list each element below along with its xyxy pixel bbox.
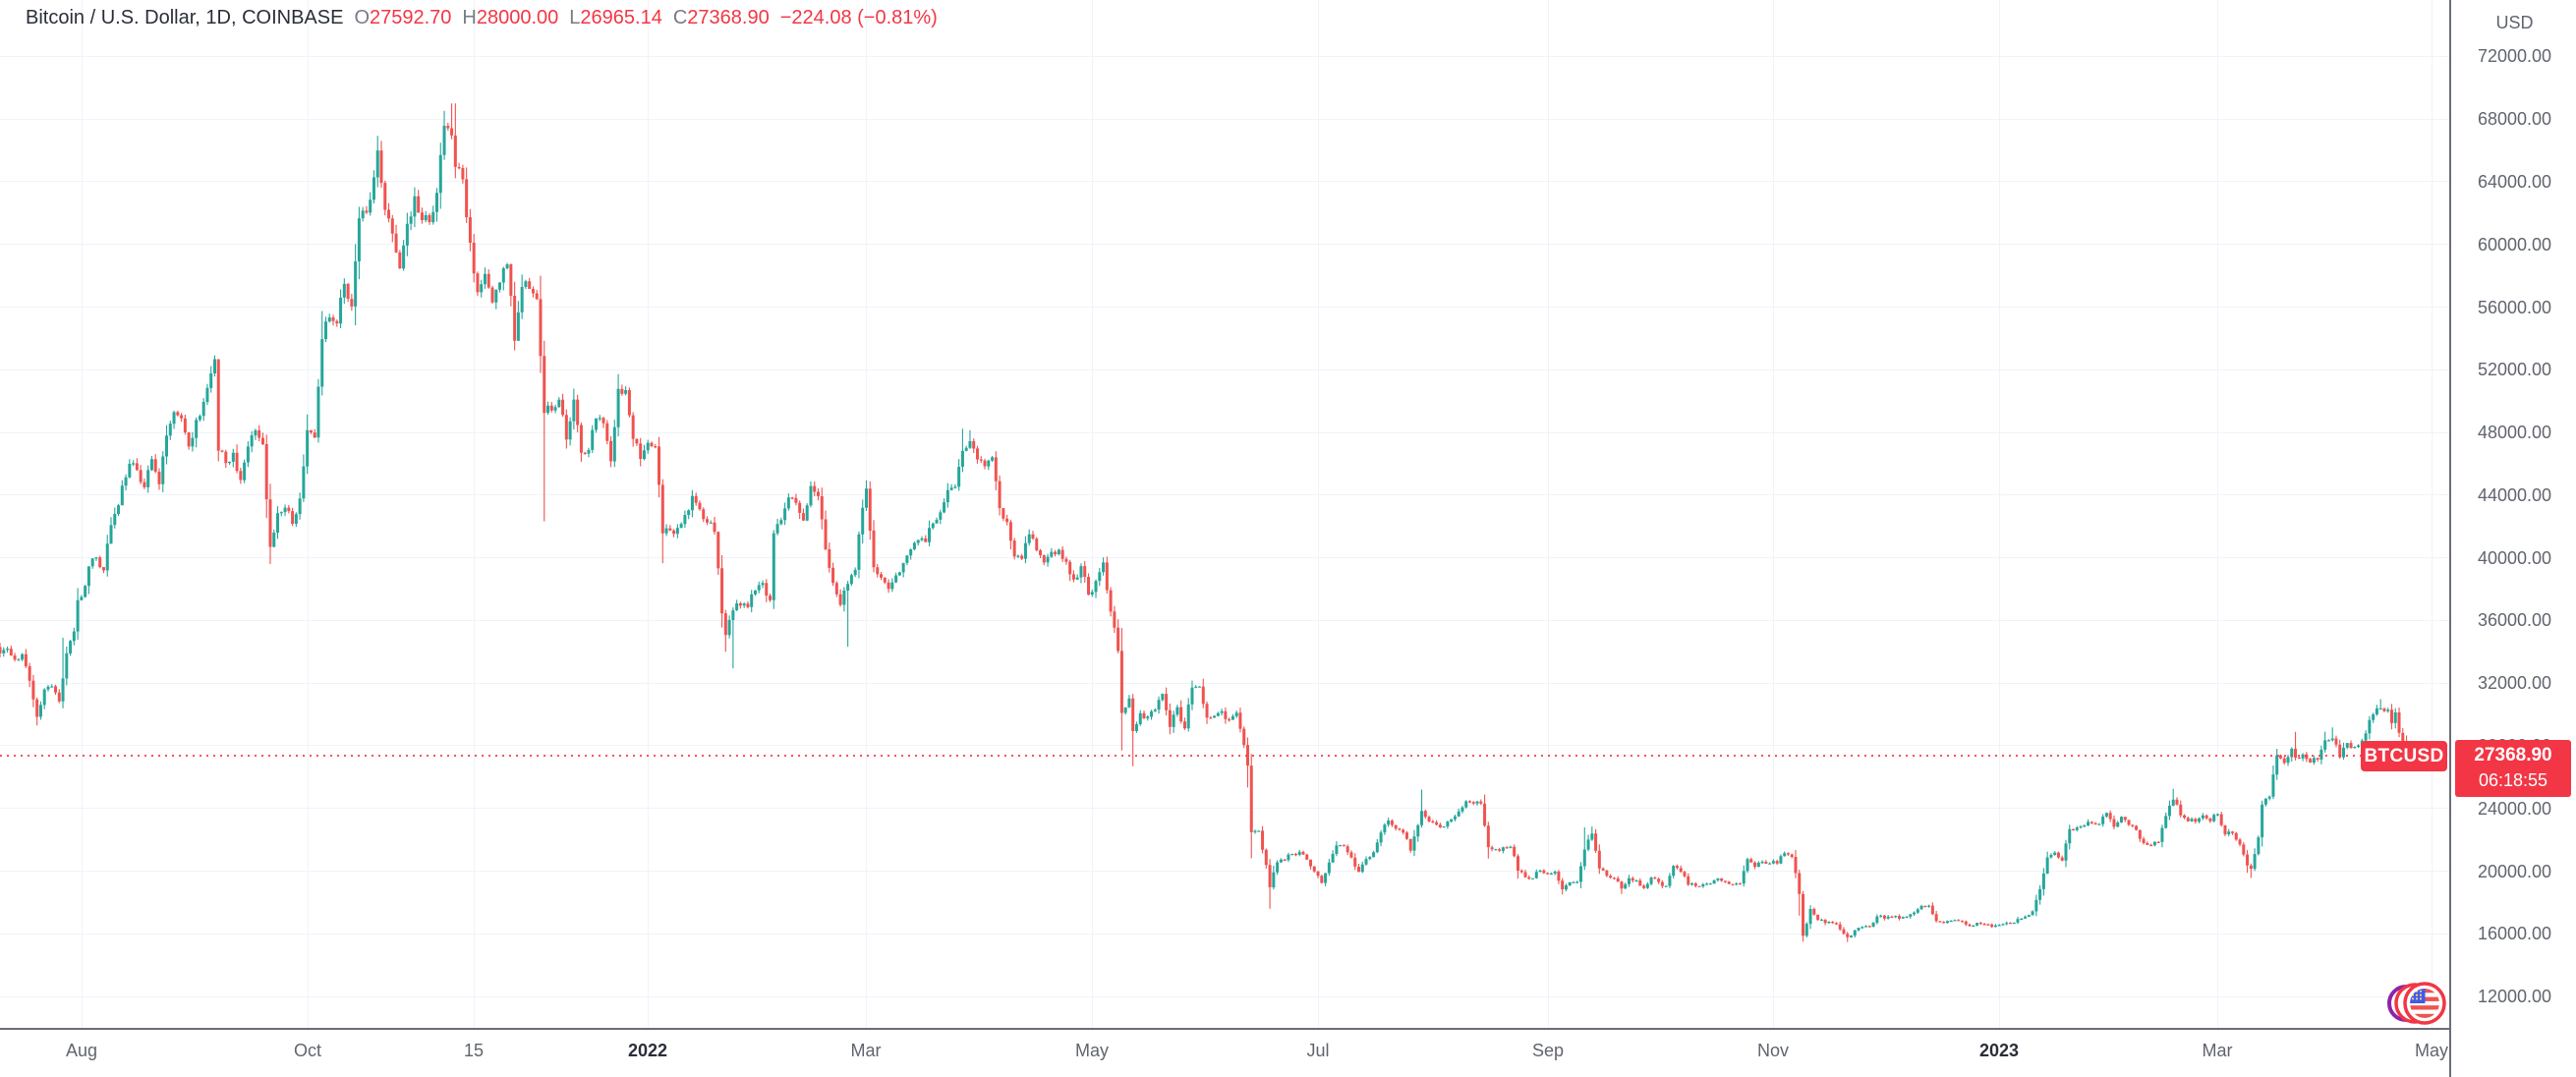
price-tick: 68000.00	[2477, 109, 2552, 130]
time-tick: Nov	[1756, 1041, 1790, 1060]
price-scale-currency: USD	[2495, 13, 2534, 32]
ohlc-key: L	[569, 7, 581, 28]
time-tick: Aug	[65, 1041, 98, 1060]
h-gridline	[0, 368, 2449, 370]
h-gridline	[0, 933, 2449, 935]
v-gridline	[1318, 0, 1319, 1028]
time-tick: 2023	[1978, 1041, 2020, 1060]
h-gridline	[0, 307, 2449, 309]
time-tick: 15	[463, 1041, 485, 1060]
down-candles	[0, 103, 2420, 942]
h-gridline	[0, 745, 2449, 747]
price-tick: 48000.00	[2477, 423, 2552, 443]
chart-plot-area[interactable]: BTCUSD	[0, 0, 2449, 1028]
v-gridline	[308, 0, 309, 1028]
v-gridline	[474, 0, 475, 1028]
v-gridline	[2432, 0, 2433, 1028]
price-tick: 36000.00	[2477, 610, 2552, 631]
time-tick: Sep	[1531, 1041, 1565, 1060]
ohlc-value: 27368.90	[687, 7, 770, 28]
h-gridline	[0, 118, 2449, 120]
bar-close-countdown: 06:18:55	[2478, 770, 2548, 791]
price-tick: 40000.00	[2477, 547, 2552, 568]
time-scale[interactable]: Aug Oct 15 2022 Mar May Jul Sep Nov 2023 Mar May	[0, 1028, 2576, 1077]
time-tick: 2022	[627, 1041, 668, 1060]
symbol-legend: Bitcoin / U.S. Dollar, 1D, COINBASE O2759…	[26, 7, 938, 29]
price-tick: 16000.00	[2477, 924, 2552, 944]
candlestick-series	[0, 103, 2420, 942]
price-tick: 52000.00	[2477, 360, 2552, 380]
h-gridline	[0, 557, 2449, 559]
pair-logo-icon[interactable]	[2382, 981, 2449, 1028]
price-tick: 20000.00	[2477, 861, 2552, 881]
h-gridline	[0, 244, 2449, 246]
current-price-line	[0, 755, 2361, 758]
v-gridline	[1773, 0, 1774, 1028]
current-price-value: 27368.90	[2474, 745, 2552, 766]
ohlc-key: C	[672, 7, 688, 28]
v-gridline	[1999, 0, 2000, 1028]
h-gridline	[0, 871, 2449, 873]
h-gridline	[0, 682, 2449, 684]
time-tick: Mar	[850, 1041, 882, 1060]
h-gridline	[0, 181, 2449, 183]
time-tick: Jul	[1306, 1041, 1330, 1060]
time-tick: May	[1074, 1041, 1110, 1060]
v-gridline	[866, 0, 867, 1028]
price-tick: 32000.00	[2477, 673, 2552, 694]
price-tick: 12000.00	[2477, 987, 2552, 1007]
time-tick: May	[2414, 1041, 2449, 1060]
change-value: −224.08 (−0.81%)	[779, 7, 938, 28]
h-gridline	[0, 55, 2449, 57]
price-tick: 72000.00	[2477, 46, 2552, 67]
logo-usd-flag-coin	[2403, 982, 2446, 1025]
price-tick: 44000.00	[2477, 484, 2552, 505]
time-tick: Oct	[293, 1041, 322, 1060]
ohlc-value: 27592.70	[370, 7, 452, 28]
h-gridline	[0, 995, 2449, 997]
price-scale[interactable]: USD 72000.00 68000.00 64000.00 60000.00 5600…	[2449, 0, 2576, 1077]
current-price-label: 27368.90 06:18:55	[2455, 740, 2571, 798]
h-gridline	[0, 494, 2449, 496]
price-tick: 64000.00	[2477, 171, 2552, 192]
ohlc-key: H	[462, 7, 477, 28]
v-gridline	[1092, 0, 1093, 1028]
price-tick: 60000.00	[2477, 234, 2552, 255]
h-gridline	[0, 619, 2449, 621]
ohlc-key: O	[354, 7, 370, 28]
price-tick: 56000.00	[2477, 297, 2552, 317]
v-gridline	[1548, 0, 1549, 1028]
ohlc-values: O27592.70 H28000.00 L26965.14 C27368.90	[343, 7, 769, 28]
up-candles	[2, 110, 2412, 938]
h-gridline	[0, 431, 2449, 433]
ohlc-value: 28000.00	[476, 7, 559, 28]
time-tick: Mar	[2202, 1041, 2233, 1060]
v-gridline	[82, 0, 83, 1028]
price-tick: 24000.00	[2477, 798, 2552, 819]
symbol-price-tag: BTCUSD	[2361, 741, 2447, 772]
symbol-title[interactable]: Bitcoin / U.S. Dollar, 1D, COINBASE	[26, 7, 344, 28]
ohlc-value: 26965.14	[580, 7, 662, 28]
h-gridline	[0, 808, 2449, 810]
v-gridline	[648, 0, 649, 1028]
v-gridline	[2217, 0, 2218, 1028]
